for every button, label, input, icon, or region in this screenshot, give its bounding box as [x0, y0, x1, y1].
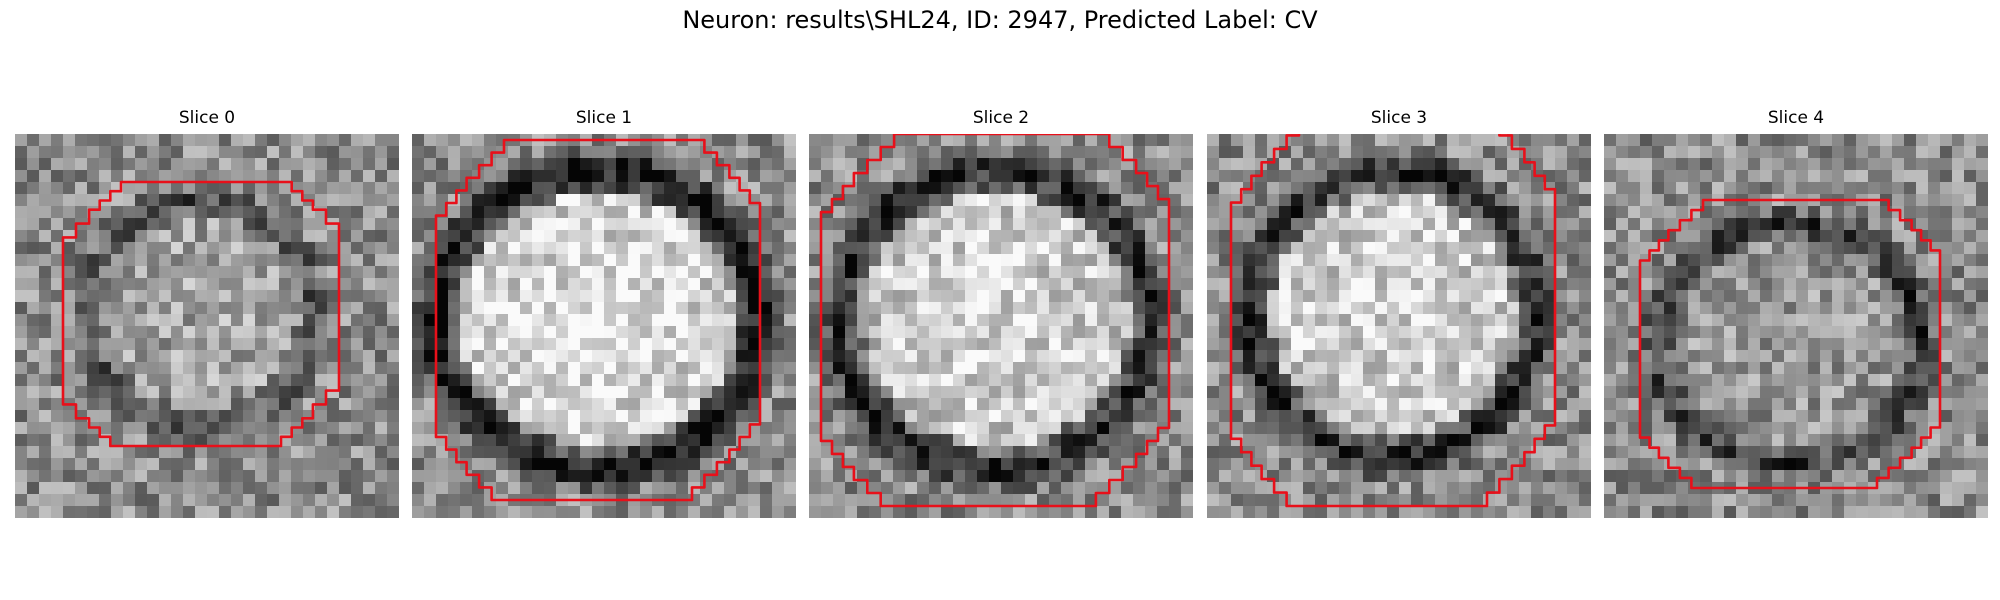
slice-title: Slice 0	[178, 108, 236, 128]
slice-title: Slice 2	[972, 108, 1030, 128]
slice-title: Slice 4	[1767, 108, 1825, 128]
slice-image-0	[15, 134, 399, 518]
segmentation-contour	[1638, 198, 1942, 490]
slice-image-2	[809, 134, 1193, 518]
slice-title: Slice 3	[1370, 108, 1428, 128]
slice-image-1	[412, 134, 796, 518]
segmentation-contour	[1229, 134, 1557, 508]
slice-title: Slice 1	[575, 108, 633, 128]
slice-image-3	[1207, 134, 1591, 518]
segmentation-contour	[819, 134, 1171, 508]
figure-title: Neuron: results\SHL24, ID: 2947, Predict…	[682, 6, 1318, 34]
segmentation-contour	[434, 138, 762, 502]
slice-image-4	[1604, 134, 1988, 518]
segmentation-contour	[61, 180, 341, 448]
